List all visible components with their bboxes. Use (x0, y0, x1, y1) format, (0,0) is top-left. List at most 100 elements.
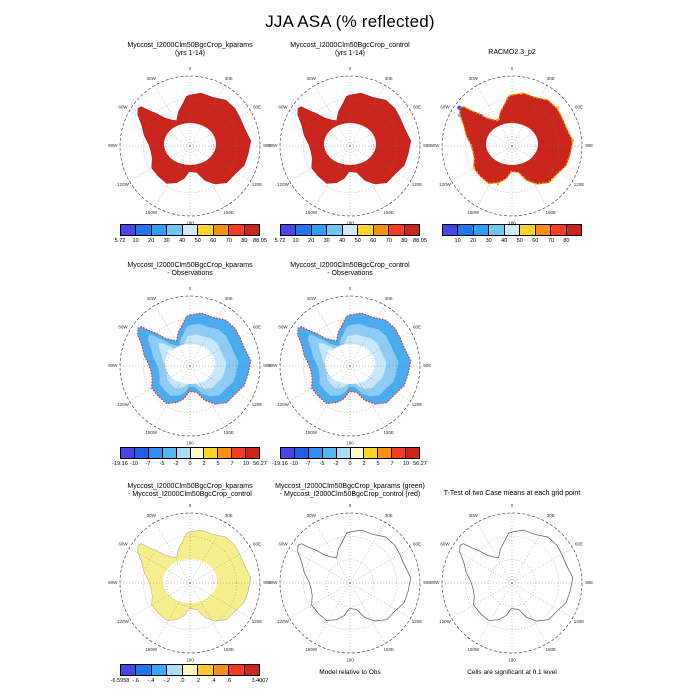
colorbar-tick-label: .4 (211, 678, 216, 684)
lon-label: 150E (223, 430, 234, 435)
map-outer-circle (279, 295, 421, 437)
panel-title-line: Myccost_I2000Clm50BgcCrop_kparams (green… (275, 483, 425, 490)
panel-title-line: Myccost_I2000Clm50BgcCrop_control (290, 262, 410, 269)
lon-label: 120W (439, 182, 452, 187)
colorbar-labels: -.6 -.4 -.2 .0 .2 .4 .6 -6.5958 3.4007 (111, 676, 269, 685)
lon-label: 150W (305, 210, 318, 215)
map-meridian-grid (511, 522, 548, 584)
colorbar-tick-label: .2 (195, 678, 201, 684)
colorbar-tick-label: -2 (333, 461, 339, 467)
caption-t-test: Cells are significant at 0.1 level (467, 669, 557, 676)
lon-label: 150W (467, 210, 480, 215)
lon-label: 30E (385, 296, 393, 301)
colorbar-tick-label: 5 (376, 461, 380, 467)
map-lat-circle (303, 99, 397, 193)
lon-label: 150W (305, 430, 318, 435)
panel-title-line: - Myccost_I2000Clm50BgcCrop_control (128, 491, 252, 498)
lon-label: 150E (383, 430, 394, 435)
lon-label: 0 (349, 503, 352, 508)
colorbar-cell (148, 448, 163, 458)
panel-title-kparams-absolute: Myccost_I2000Clm50BgcCrop_kparams (yrs 1-… (75, 42, 305, 58)
lon-label: 120E (412, 182, 423, 187)
lon-label: 120W (117, 402, 130, 407)
lon-label: 30W (147, 296, 157, 301)
lon-label: 0 (511, 66, 514, 71)
colorbar-tick-label: 80 (401, 238, 408, 244)
colorbar-cell (294, 448, 309, 458)
antarctica-map-kparams-minus-control: 0 30E 60E 90E 120E 150E 180 150W 120W 90W 60W 30W (108, 503, 271, 663)
colorbar-max-label: 56.27 (413, 461, 427, 467)
colorbar-cell (162, 448, 177, 458)
colorbar-cell (551, 225, 567, 235)
lon-label: 90E (423, 580, 431, 585)
lon-label: 30W (307, 296, 317, 301)
colorbar-cell (176, 448, 191, 458)
lon-label: 60E (575, 541, 583, 546)
lon-label: 180 (508, 220, 516, 225)
map-lat-circle (488, 122, 536, 170)
antarctica-map-racmo-reference: 0 30E 60E 90E 120E 150E 180 150W 120W 90W 60W 30W (430, 66, 593, 226)
lon-label: 150E (545, 647, 556, 652)
lon-label: 150E (383, 210, 394, 215)
colorbar-tick-label: 20 (470, 238, 477, 244)
colorbar-tick-label: 40 (179, 238, 186, 244)
lon-label: 90W (108, 363, 118, 368)
lon-label: 60W (278, 541, 288, 546)
lon-label: 60E (413, 104, 421, 109)
map-meridian-grid (314, 582, 351, 644)
antarctica-map-contour-comparison: 0 30E 60E 90E 120E 150E 180 150W 120W 90W 60W 30W (268, 503, 431, 663)
lon-label: 0 (349, 286, 352, 291)
colorbar-labels: 10 20 30 40 50 60 70 80 (442, 236, 582, 245)
colorbar-labels: -10 -7 -5 -2 0 2 5 7 10 -19.16 56.27 (272, 459, 427, 468)
lon-label: 180 (186, 657, 194, 662)
coastal-speck (520, 92, 523, 95)
colorbar-cell (182, 665, 199, 675)
colorbar-tick-label: .6 (226, 678, 232, 684)
colorbar-tick-label: 7 (230, 461, 234, 467)
panel-title-line: RACMO2.3_p2 (488, 49, 536, 56)
map-lat-circle (303, 319, 397, 413)
colorbar-cell (204, 448, 219, 458)
lon-label: 120W (117, 619, 130, 624)
lon-label: 90W (430, 580, 440, 585)
map-meridian-grid (451, 582, 513, 619)
lon-label: 30W (469, 76, 479, 81)
colorbar-cell (281, 225, 297, 235)
colorbar-cell (443, 225, 459, 235)
lon-label: 180 (186, 440, 194, 445)
colorbar-min-label: 5.72 (274, 238, 286, 244)
racmo-coastal-specks (458, 92, 574, 185)
coastal-speck (556, 105, 560, 109)
colorbar-tick-label: 40 (501, 238, 508, 244)
colorbar-cell (182, 225, 199, 235)
colorbar-kparams-minus-observations: -10 -7 -5 -2 0 2 5 7 10 -19.16 56.27 (112, 447, 267, 468)
coastal-speck (496, 183, 500, 186)
colorbar-tick-label: 0 (348, 461, 352, 467)
lon-label: 90E (263, 580, 271, 585)
colorbar-cell (378, 448, 393, 458)
antarctica-map-control-absolute: 0 30E 60E 90E 120E 150E 180 150W 120W 90W 60W 30W (268, 66, 431, 226)
colorbar-tick-label: -5 (159, 461, 165, 467)
colorbar-max-label: 88.05 (413, 238, 427, 244)
map-lat-circle (465, 536, 559, 630)
lon-label: 180 (508, 657, 516, 662)
colorbar-cell (350, 448, 365, 458)
colorbar-min-label: 5.72 (114, 238, 126, 244)
colorbar-cell (322, 448, 337, 458)
coastal-speck (496, 118, 500, 121)
lon-label: 90E (585, 143, 593, 148)
lon-label: 120E (412, 619, 423, 624)
colorbar-cell (458, 225, 474, 235)
colorbar-cell (535, 225, 552, 235)
colorbar-cell (489, 225, 505, 235)
colorbar-tick-label: -.6 (132, 678, 139, 684)
lon-label: 60E (253, 541, 261, 546)
map-outer-circle (441, 75, 583, 217)
colorbar-tick-label: 20 (148, 238, 155, 244)
colorbar-tick-label: -7 (145, 461, 151, 467)
lon-label: 120W (277, 182, 290, 187)
map-meridian-grid (511, 582, 548, 644)
colorbar-tick-label: 10 (292, 238, 299, 244)
lon-label: 30E (385, 76, 393, 81)
